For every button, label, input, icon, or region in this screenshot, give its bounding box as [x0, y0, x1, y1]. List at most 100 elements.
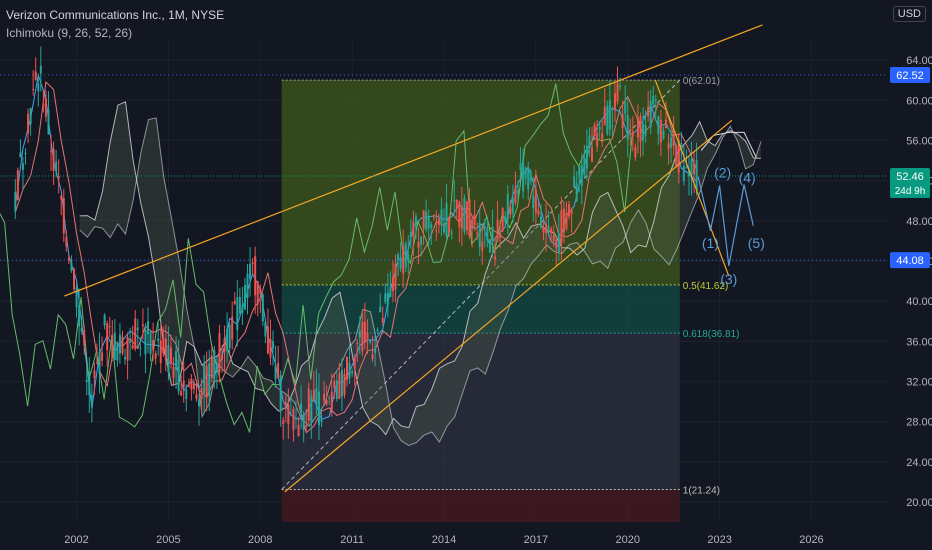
candle-body [116, 343, 119, 361]
candle-body [162, 337, 165, 354]
wave-path [697, 176, 754, 267]
candle-body [608, 100, 611, 130]
candle-body [111, 334, 114, 359]
candle-body [636, 117, 639, 138]
time-axis-bg [0, 522, 932, 550]
candle-body [307, 388, 310, 421]
candle-body [363, 321, 366, 343]
candle-body [249, 264, 252, 279]
candle-body [647, 106, 650, 117]
candle-body [588, 135, 591, 148]
ichimoku-span-b [79, 117, 762, 447]
y-tick-label: 24.00 [906, 457, 932, 469]
candle-body [141, 324, 144, 326]
support-level-badge: 44.08 [896, 255, 924, 267]
candle-body [180, 391, 183, 396]
candle-body [335, 380, 338, 399]
candle-body [450, 232, 453, 234]
x-tick-label: 2005 [156, 534, 180, 546]
x-tick-label: 2014 [432, 534, 456, 546]
candle-body [445, 203, 448, 237]
x-tick-label: 2008 [248, 534, 272, 546]
candle-body [361, 322, 364, 352]
candle-body [693, 163, 696, 175]
candle-body [243, 284, 246, 310]
candle-body [539, 216, 542, 227]
fib-level-label: 0.5(41.62) [683, 281, 729, 292]
candle-body [366, 333, 369, 339]
candle-body [511, 198, 514, 214]
candle-body [547, 225, 550, 229]
candle-body [164, 338, 167, 361]
candle-body [320, 417, 323, 422]
candle-body [358, 330, 361, 338]
candle-body [215, 365, 218, 371]
candle-body [198, 398, 201, 407]
candle-body [494, 256, 497, 260]
candle-body [147, 321, 149, 335]
fib-level-label: 0(62.01) [683, 76, 720, 87]
candle-body [624, 102, 627, 114]
candle-body [481, 241, 484, 252]
candle-body [619, 85, 622, 87]
candle-body [118, 334, 121, 354]
candle-body [471, 219, 474, 229]
y-tick-label: 60.00 [906, 95, 932, 107]
candle-body [338, 372, 341, 399]
ichimoku-base-line [14, 80, 698, 434]
candle-body [565, 212, 568, 230]
candle-body [591, 146, 593, 162]
candle-body [300, 403, 303, 413]
candle-body [667, 143, 670, 150]
candle-body [376, 329, 379, 331]
candle-body [399, 257, 402, 269]
candle-body [677, 140, 680, 173]
candle-body [386, 292, 389, 306]
candle-body [391, 276, 394, 292]
candle-body [509, 206, 512, 215]
indicator-legend[interactable]: Ichimoku (9, 26, 52, 26) [6, 26, 133, 40]
candle-body [236, 297, 239, 331]
candle-body [241, 304, 244, 313]
candle-body [532, 195, 535, 208]
candle-body [407, 254, 410, 261]
candle-body [272, 341, 275, 349]
candle-body [52, 148, 55, 171]
candle-body [203, 364, 206, 394]
price-axis-bg [888, 0, 932, 550]
candle-body [560, 210, 563, 245]
candle-body [690, 159, 693, 178]
candle-body [611, 125, 614, 127]
last-price-badge: 52.46 [896, 171, 924, 183]
candle-body [473, 214, 476, 225]
candle-body [14, 191, 17, 212]
candle-body [603, 106, 606, 125]
candle-body [80, 327, 83, 332]
candle-body [55, 161, 58, 172]
currency-selector[interactable]: USD [892, 6, 926, 22]
candle-body [412, 221, 415, 238]
y-tick-label: 36.00 [906, 336, 932, 348]
candle-body [287, 404, 290, 425]
candle-body [330, 391, 333, 413]
candle-body [601, 133, 604, 143]
candle-body [108, 326, 111, 328]
candle-body [205, 365, 208, 398]
candle-body [670, 137, 673, 148]
candle-body [455, 199, 458, 209]
candle-body [226, 329, 229, 351]
candle-body [103, 315, 106, 326]
candle-body [680, 142, 683, 150]
candle-body [606, 105, 609, 134]
candle-body [427, 215, 430, 229]
candle-body [221, 355, 223, 360]
candle-body [550, 228, 553, 234]
candle-body [583, 157, 586, 176]
candle-body [50, 151, 53, 153]
candle-body [397, 254, 400, 260]
candle-body [85, 379, 88, 383]
candle-body [254, 256, 257, 296]
candle-body [527, 168, 530, 190]
candle-body [284, 402, 287, 405]
